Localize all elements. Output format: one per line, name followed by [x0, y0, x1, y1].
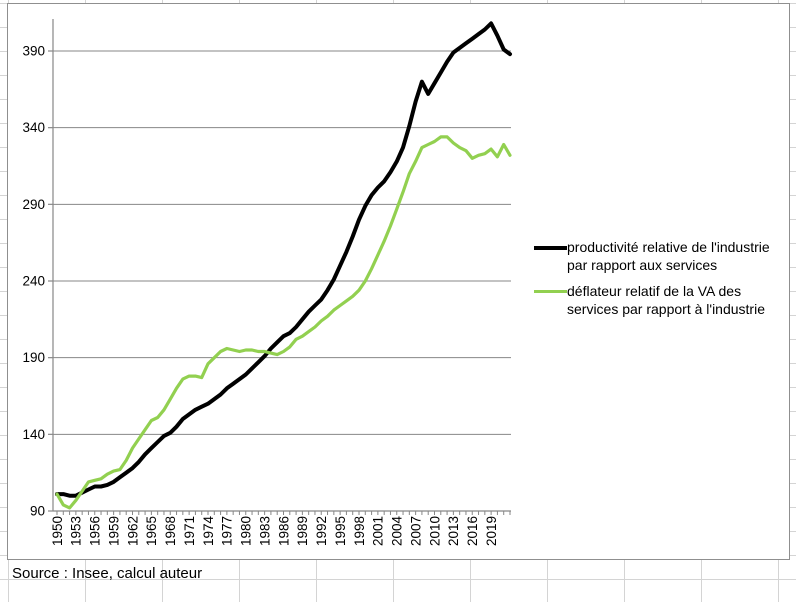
y-tick-label: 140 [22, 427, 45, 442]
x-tick-label: 2004 [390, 516, 405, 547]
x-tick-label: 2010 [427, 516, 442, 546]
y-tick-label: 90 [30, 504, 45, 519]
x-tick-label: 1986 [276, 516, 291, 546]
x-tick-label: 1950 [50, 516, 65, 546]
x-tick-label: 1992 [314, 516, 329, 546]
x-tick-label: 1977 [220, 516, 235, 546]
x-tick-label: 1971 [182, 516, 197, 546]
y-gridlines [53, 50, 511, 435]
x-tick-label: 2007 [408, 516, 423, 546]
source-cell[interactable]: Source : Insee, calcul auteur [0, 561, 796, 586]
legend-line-sample-black [534, 246, 567, 250]
axes [52, 19, 511, 512]
series-line-0[interactable] [55, 21, 512, 498]
legend-label: déflateur relatif de la VA des services … [567, 282, 765, 318]
x-tick-label: 1962 [125, 516, 140, 546]
x-tick-label: 2016 [465, 516, 480, 546]
x-tick-label: 1956 [88, 516, 103, 546]
y-tick-label: 340 [22, 120, 45, 135]
chart-object[interactable]: 90 140 190 240 290 340 390 1950 1953 1956 1959 1962… [7, 3, 790, 560]
x-tick-label: 2001 [371, 516, 386, 546]
x-tick-label: 2019 [484, 516, 499, 546]
y-tick-label: 240 [22, 274, 45, 289]
y-axis-ticks: 90 140 190 240 290 340 390 [22, 44, 53, 519]
x-tick-label: 1959 [106, 516, 121, 546]
y-tick-label: 190 [22, 350, 45, 365]
x-tick-label: 2013 [446, 516, 461, 546]
series-line-1[interactable] [55, 135, 512, 510]
x-tick-label: 1983 [257, 516, 272, 546]
source-note: Source : Insee, calcul auteur [12, 565, 203, 582]
x-tick-label: 1965 [144, 516, 159, 546]
x-tick-label: 1995 [333, 516, 348, 546]
legend-label: productivité relative de l'industrie par… [567, 239, 770, 274]
legend-entry-deflateur[interactable]: déflateur relatif de la VA des services … [534, 282, 782, 319]
legend-entry-productivite[interactable]: productivité relative de l'industrie par… [534, 238, 782, 275]
legend-line-sample-green [534, 289, 567, 293]
chart-legend[interactable]: productivité relative de l'industrie par… [534, 238, 782, 319]
x-tick-label: 1953 [69, 516, 84, 546]
x-tick-label: 1989 [295, 516, 310, 546]
x-tick-label: 1968 [163, 516, 178, 546]
chart-plot-area: 90 140 190 240 290 340 390 1950 1953 1956 1959 1962… [22, 19, 512, 547]
x-tick-label: 1980 [239, 516, 254, 546]
x-axis-ticks [56, 511, 511, 515]
x-axis-labels: 1950 1953 1956 1959 1962 1965 1968 1971 1974 1977… [50, 516, 499, 547]
y-tick-label: 390 [22, 44, 45, 59]
x-tick-label: 1998 [352, 516, 367, 546]
x-tick-label: 1974 [201, 516, 216, 547]
y-tick-label: 290 [22, 197, 45, 212]
